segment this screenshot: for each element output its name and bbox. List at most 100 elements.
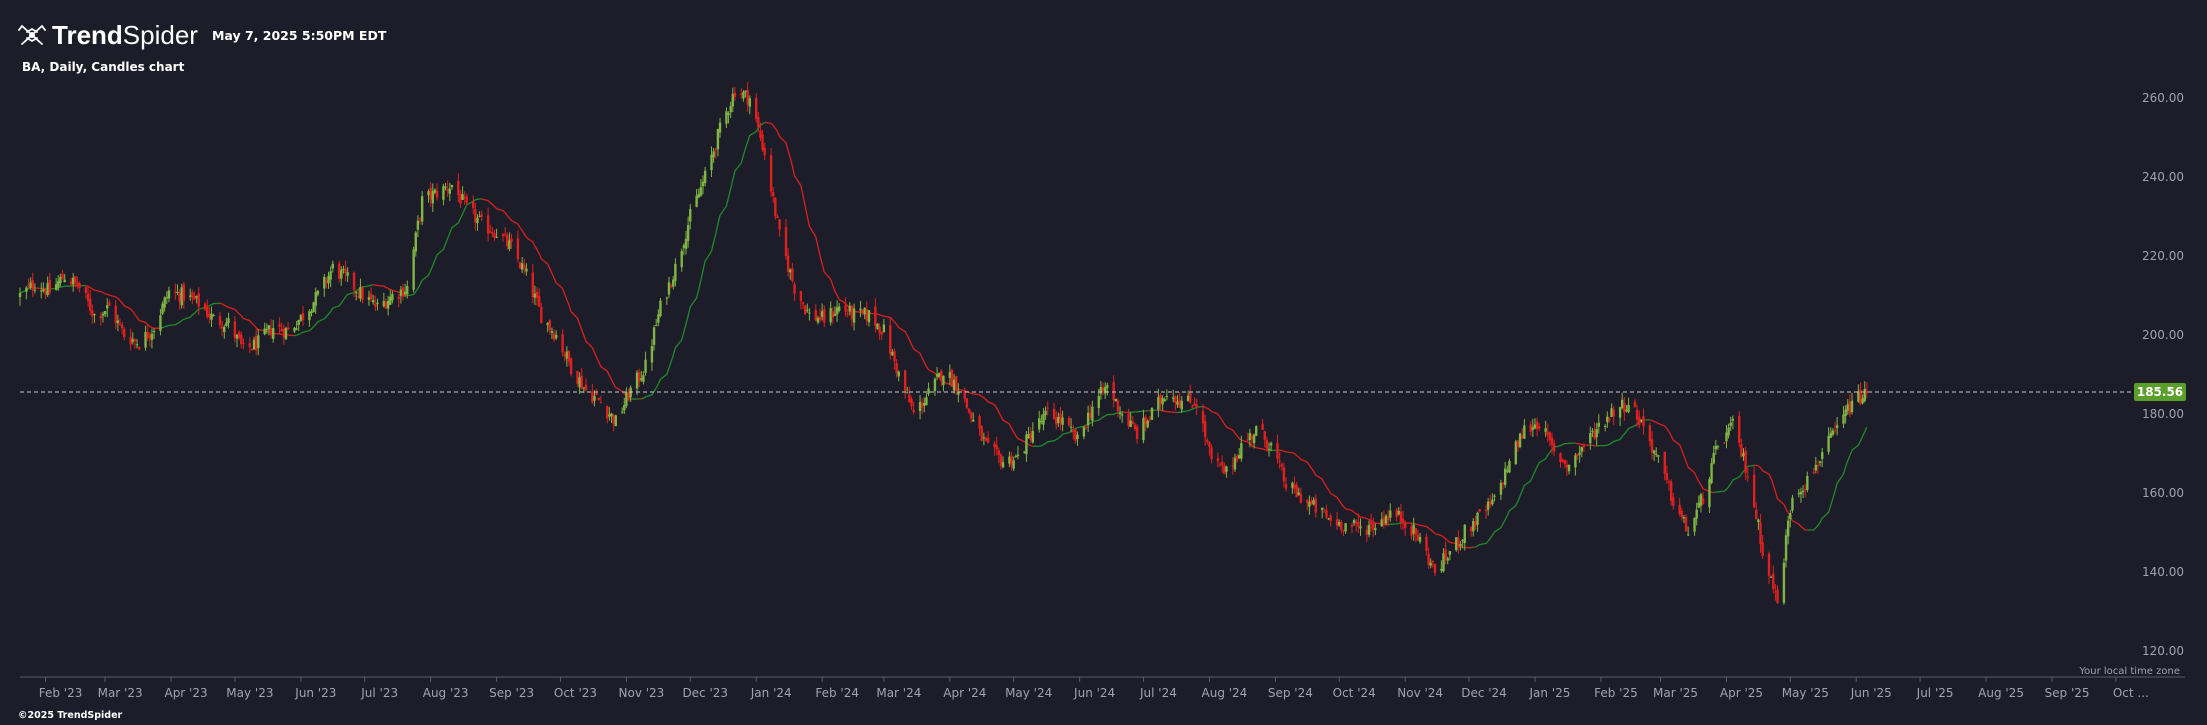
candle-body [342, 269, 345, 271]
candle [1618, 406, 1622, 427]
candle-body [1174, 396, 1177, 403]
candle-body [267, 325, 271, 330]
candle-body [546, 322, 549, 326]
candle-body [1831, 430, 1835, 435]
candle-body [1738, 415, 1741, 443]
candle [761, 129, 764, 152]
candle-body [1327, 518, 1330, 520]
candle [1708, 476, 1711, 513]
candle [191, 289, 194, 305]
candle-body [227, 318, 230, 324]
candle [580, 368, 583, 390]
candle-body [540, 306, 543, 324]
candle [1306, 498, 1309, 511]
candle [1308, 495, 1311, 515]
candle-body [1655, 453, 1658, 455]
candle [1574, 452, 1577, 476]
candle [450, 184, 454, 190]
candle-body [40, 290, 43, 292]
candle-body [391, 293, 394, 301]
candle [493, 229, 496, 241]
candle-body [1461, 539, 1464, 541]
candle [1046, 401, 1049, 416]
candle-body [1414, 528, 1418, 535]
candle [420, 191, 424, 226]
candle [223, 324, 226, 339]
candle-body [655, 325, 658, 327]
candle-body [1489, 501, 1492, 505]
candle-body [1157, 397, 1160, 410]
candle [835, 300, 839, 322]
candle-body [1161, 398, 1164, 405]
candle [1240, 435, 1243, 462]
candle [978, 413, 981, 436]
candle [940, 369, 943, 387]
candle [1293, 476, 1296, 494]
candle [769, 147, 773, 197]
candle [254, 328, 258, 356]
x-tick-label: Oct ... [2113, 686, 2149, 700]
y-tick-label: 140.00 [2142, 565, 2184, 579]
x-tick-label: Oct '23 [554, 686, 597, 700]
candle-body [525, 268, 528, 272]
candle-body [1238, 455, 1241, 459]
candle-body [1442, 553, 1445, 572]
candle [1431, 560, 1435, 568]
candle-body [401, 287, 405, 297]
candle-body [1727, 427, 1730, 436]
candle-body [131, 339, 134, 342]
candle [486, 207, 490, 242]
candle-body [31, 280, 34, 290]
candle-body [1684, 516, 1688, 532]
candle [340, 266, 343, 286]
candle-body [1491, 499, 1494, 505]
x-tick-label: Mar '24 [876, 686, 921, 700]
candle-body [1127, 413, 1130, 427]
candle-body [957, 391, 960, 395]
candle-body [650, 346, 654, 363]
candle [150, 328, 154, 349]
candle [927, 382, 930, 397]
candle [1157, 388, 1160, 418]
candle-body [1210, 447, 1213, 460]
candle-body [742, 91, 745, 99]
candle [546, 322, 549, 333]
candle-body [1052, 408, 1056, 420]
candle-body [297, 320, 300, 325]
candle-body [669, 285, 673, 287]
candle [848, 302, 852, 316]
candle [1186, 390, 1190, 402]
candle-body [803, 305, 807, 314]
copyright: ©2025 TrendSpider [18, 710, 123, 721]
candle [540, 302, 543, 324]
candle-body [1578, 452, 1581, 455]
candle [1531, 418, 1535, 438]
candle [1010, 452, 1013, 471]
timezone-note[interactable]: Your local time zone [2079, 666, 2180, 677]
candle-body [1580, 447, 1583, 452]
candle-body [218, 316, 222, 325]
candle [240, 331, 243, 349]
candle-body [606, 406, 609, 419]
candle-body [1563, 459, 1566, 464]
candle-body [1365, 529, 1369, 535]
candle [1374, 523, 1377, 536]
candle [163, 296, 166, 312]
candle-body [197, 293, 200, 307]
candle [1029, 427, 1032, 444]
candle [1201, 404, 1205, 432]
candle-body [980, 426, 983, 441]
candle [850, 304, 854, 327]
x-tick-label: Mar '25 [1653, 686, 1698, 700]
candle-body [54, 284, 58, 290]
candle-body [1023, 451, 1026, 453]
candle-body [535, 291, 539, 299]
candle-body [1784, 535, 1788, 561]
candle [1027, 426, 1030, 439]
candle [1474, 515, 1477, 530]
candle [731, 87, 735, 113]
x-tick-label: Jun '24 [1073, 686, 1115, 700]
candle [1603, 424, 1607, 432]
candle [1165, 389, 1169, 401]
